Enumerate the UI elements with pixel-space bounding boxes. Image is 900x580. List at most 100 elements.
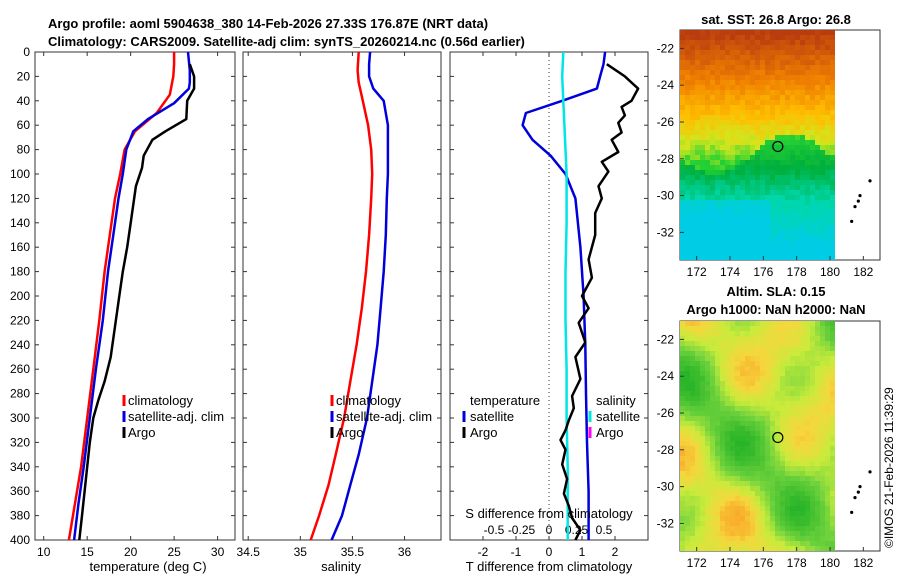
- legend-label-satellite: satellite-adj. clim: [128, 409, 224, 424]
- y-tick-label: 320: [10, 435, 30, 449]
- island-dot: [850, 219, 854, 223]
- x-tick-label: 180: [820, 556, 840, 570]
- x-tick-label: -2: [478, 545, 489, 559]
- x-tick-label: 172: [687, 265, 707, 279]
- island-dot: [858, 485, 862, 489]
- y-tick-label: 180: [10, 265, 30, 279]
- series-line-s-satellite: [560, 51, 569, 540]
- legend-label-argo: Argo: [128, 425, 155, 440]
- x2-tick-label: -0.25: [508, 523, 536, 537]
- salinity-legend: climatology satellite-adj. clim Argo: [330, 393, 432, 440]
- x-tick-label: 2: [612, 545, 619, 559]
- temperature-xlabel: temperature (deg C): [89, 559, 206, 574]
- x-tick-label: 15: [80, 545, 94, 559]
- x-tick-label: 36: [398, 545, 412, 559]
- y-tick-label: -32: [657, 225, 675, 239]
- x-tick-label: 176: [753, 556, 773, 570]
- y-tick-label: 20: [17, 69, 31, 83]
- y-tick-label: 340: [10, 460, 30, 474]
- difference-x2label: S difference from climatology: [465, 506, 633, 521]
- temperature-panel: 0 20 40 60 80 100 120 140 160 180 200 220 240 260 280 3…: [10, 45, 236, 559]
- island-dot: [853, 205, 857, 209]
- x-tick-label: 182: [853, 556, 873, 570]
- series-line-climatology: [309, 51, 374, 541]
- x2-tick-label: 0.5: [596, 523, 613, 537]
- sla-map: 172 174 176 178 180 182 -22 -24 -26 -28 -30 -32: [657, 320, 881, 570]
- island-dot: [853, 496, 857, 500]
- legend-title-salinity: salinity: [596, 393, 636, 408]
- y-tick-label: 0: [23, 45, 30, 59]
- y-tick-label: -30: [657, 189, 675, 203]
- legend-label-s-satellite: satellite: [596, 409, 640, 424]
- x2-tick-label: -0.5: [484, 523, 505, 537]
- x-tick-label: -1: [511, 545, 522, 559]
- y-tick-label: 220: [10, 313, 30, 327]
- x-tick-label: 10: [37, 545, 51, 559]
- x-tick-label: 1: [579, 545, 586, 559]
- y-tick-label: 40: [17, 94, 31, 108]
- y-tick-label: 240: [10, 338, 30, 352]
- y-tick-label: -28: [657, 152, 675, 166]
- island-dot: [868, 470, 872, 474]
- series-line-climatology: [67, 52, 176, 541]
- y-tick-label: 80: [17, 143, 31, 157]
- series-line-argo: [78, 63, 196, 541]
- x-tick-label: 174: [720, 265, 740, 279]
- y-tick-label: 260: [10, 362, 30, 376]
- y-tick-label: -26: [657, 115, 675, 129]
- sla-map-title-line1: Altim. SLA: 0.15: [727, 284, 826, 299]
- island-dot: [850, 510, 854, 514]
- y-tick-label: -24: [657, 78, 675, 92]
- series-line-t-satellite: [521, 51, 607, 540]
- x-tick-label: 35.5: [341, 545, 365, 559]
- map-field: [680, 321, 835, 551]
- sst-map: 172 174 176 178 180 182 -22 -24 -26 -28 -30 -32: [657, 29, 881, 279]
- x2-tick-label: 0: [546, 523, 553, 537]
- island-dot: [856, 199, 860, 203]
- x-tick-label: 35: [294, 545, 308, 559]
- sst-map-title: sat. SST: 26.8 Argo: 26.8: [701, 12, 851, 27]
- plot-area: [242, 51, 442, 541]
- figure-title-line2: Climatology: CARS2009. Satellite-adj cli…: [48, 34, 525, 49]
- series-line-satellite-adj-clim: [72, 51, 192, 541]
- y-tick-label: -28: [657, 443, 675, 457]
- sla-map-title-line2: Argo h1000: NaN h2000: NaN: [686, 302, 865, 317]
- difference-panel: -2 -1 0 1 2 -0.5 -0.25 0 0.25 0.5: [449, 51, 649, 559]
- x-tick-label: 176: [753, 265, 773, 279]
- legend-label-s-argo: Argo: [596, 425, 623, 440]
- difference-xlabel: T difference from climatology: [466, 559, 633, 574]
- y-tick-label: 200: [10, 289, 30, 303]
- legend-label-t-satellite: satellite: [470, 409, 514, 424]
- y-tick-label: 120: [10, 191, 30, 205]
- legend-label-t-argo: Argo: [470, 425, 497, 440]
- x-tick-label: 0: [546, 545, 553, 559]
- x-tick-label: 180: [820, 265, 840, 279]
- x-tick-label: 178: [787, 265, 807, 279]
- salinity-panel: 34.5 35 35.5 36: [237, 51, 442, 559]
- y-tick-label: 360: [10, 484, 30, 498]
- figure-title-line1: Argo profile: aoml 5904638_380 14-Feb-20…: [48, 16, 488, 31]
- y-tick-label: 400: [10, 533, 30, 547]
- y-tick-label: -22: [657, 41, 675, 55]
- salinity-xlabel: salinity: [321, 559, 361, 574]
- y-tick-label: 100: [10, 167, 30, 181]
- argo-position-marker: [772, 431, 784, 444]
- y-tick-label: -24: [657, 369, 675, 383]
- map-field: [680, 30, 835, 260]
- y-tick-label: 60: [17, 118, 31, 132]
- legend-label-satellite: satellite-adj. clim: [336, 409, 432, 424]
- x-tick-label: 34.5: [237, 545, 261, 559]
- temperature-legend: climatology satellite-adj. clim Argo: [122, 393, 224, 440]
- island-dot: [868, 179, 872, 183]
- legend-title-temperature: temperature: [470, 393, 540, 408]
- argo-position-marker: [772, 140, 784, 153]
- y-tick-label: 280: [10, 387, 30, 401]
- y-tick-label: -32: [657, 516, 675, 530]
- legend-label-climatology: climatology: [128, 393, 194, 408]
- series-line-satellite-adj-clim: [330, 51, 390, 541]
- legend-label-climatology: climatology: [336, 393, 402, 408]
- y-tick-label: 140: [10, 216, 30, 230]
- island-dot: [856, 490, 860, 494]
- y-tick-label: 300: [10, 411, 30, 425]
